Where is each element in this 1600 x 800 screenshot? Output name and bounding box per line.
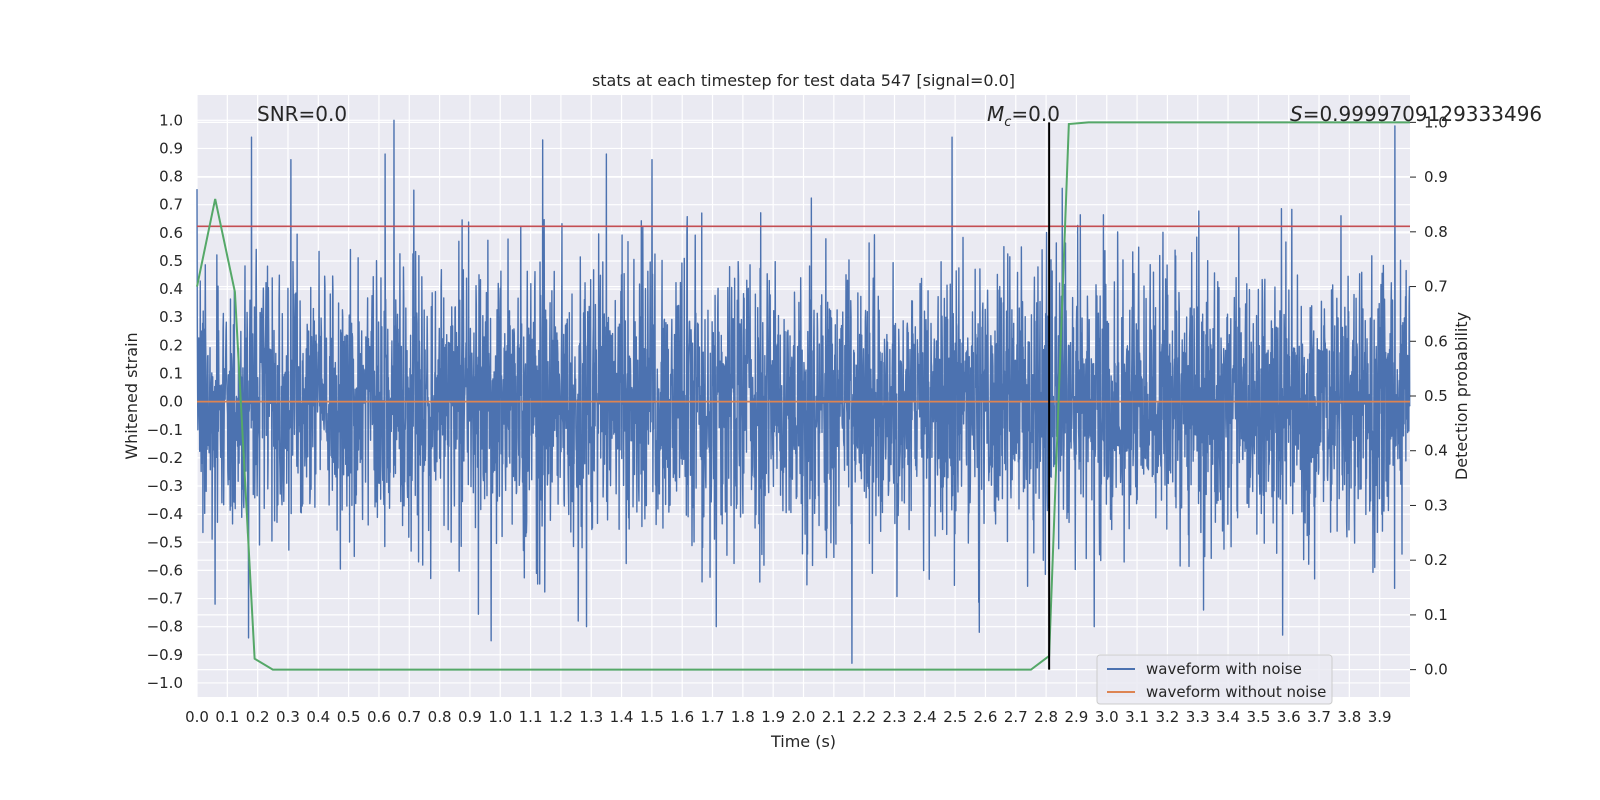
- s-value: =0.9999709129333496: [1303, 102, 1542, 126]
- y-tick-label: −0.4: [147, 505, 183, 523]
- y-tick-label: −0.3: [147, 477, 183, 495]
- x-tick-label: 2.8: [1034, 708, 1058, 726]
- x-tick-label: 0.5: [337, 708, 361, 726]
- y-tick-label: 0.3: [159, 308, 183, 326]
- x-tick-label: 0.9: [458, 708, 482, 726]
- x-tick-label: 2.2: [852, 708, 876, 726]
- y-tick-label: 0.1: [159, 364, 183, 382]
- chart-title: stats at each timestep for test data 547…: [592, 71, 1015, 90]
- x-tick-label: 1.5: [640, 708, 664, 726]
- y2-axis-label: Detection probability: [1452, 312, 1471, 480]
- y-tick-label: −0.9: [147, 646, 183, 664]
- y2-tick-label: 0.9: [1424, 168, 1448, 186]
- x-tick-label: 0.8: [428, 708, 452, 726]
- x-tick-label: 3.1: [1125, 708, 1149, 726]
- y-tick-label: 0.8: [159, 168, 183, 186]
- x-tick-label: 0.6: [367, 708, 391, 726]
- mc-subscript: c: [1004, 115, 1011, 130]
- y-tick-label: 0.5: [159, 252, 183, 270]
- x-tick-label: 3.3: [1186, 708, 1210, 726]
- y-tick-label: −0.2: [147, 449, 183, 467]
- x-tick-label: 3.5: [1246, 708, 1270, 726]
- x-tick-label: 1.4: [610, 708, 634, 726]
- noisy-waveform-line: [196, 119, 1411, 664]
- x-tick-label: 1.0: [488, 708, 512, 726]
- y2-tick-label: 1.0: [1424, 113, 1448, 131]
- mc-symbol: M: [987, 102, 1004, 126]
- y2-tick-label: 0.5: [1424, 387, 1448, 405]
- y-tick-label: 0.6: [159, 224, 183, 242]
- x-tick-label: 2.4: [913, 708, 937, 726]
- x-axis-label: Time (s): [770, 732, 836, 751]
- y-tick-label: 0.2: [159, 336, 183, 354]
- y-tick-label: 0.7: [159, 196, 183, 214]
- x-tick-label: 0.7: [397, 708, 421, 726]
- x-tick-label: 2.6: [974, 708, 998, 726]
- legend-entry-noisy: waveform with noise: [1146, 660, 1302, 678]
- legend-entry-clean: waveform without noise: [1146, 683, 1326, 701]
- mc-value: =0.0: [1011, 102, 1060, 126]
- y2-tick-label: 0.2: [1424, 551, 1448, 569]
- s-symbol: S: [1290, 102, 1303, 126]
- x-tick-label: 3.8: [1337, 708, 1361, 726]
- x-tick-label: 3.7: [1307, 708, 1331, 726]
- x-tick-label: 2.9: [1064, 708, 1088, 726]
- y2-tick-label: 0.6: [1424, 332, 1448, 350]
- snr-annotation: SNR=0.0: [257, 102, 347, 126]
- x-tick-label: 1.7: [701, 708, 725, 726]
- y2-tick-label: 0.8: [1424, 223, 1448, 241]
- x-tick-label: 2.1: [822, 708, 846, 726]
- x-tick-label: 3.0: [1095, 708, 1119, 726]
- y-tick-label: 0.0: [159, 393, 183, 411]
- line-series: [196, 121, 1410, 671]
- chirp-mass-annotation: Mc=0.0: [987, 102, 1060, 130]
- y2-tick-label: 0.3: [1424, 496, 1448, 514]
- y-tick-label: −1.0: [147, 674, 183, 692]
- y2-tick-label: 0.7: [1424, 278, 1448, 296]
- y2-tick-label: 0.1: [1424, 606, 1448, 624]
- x-tick-label: 3.2: [1155, 708, 1179, 726]
- y2-tick-label: 0.0: [1424, 661, 1448, 679]
- y-tick-label: −0.5: [147, 533, 183, 551]
- x-tick-label: 1.6: [670, 708, 694, 726]
- x-tick-label: 2.3: [883, 708, 907, 726]
- x-tick-label: 1.9: [761, 708, 785, 726]
- y-tick-label: 0.4: [159, 280, 183, 298]
- x-tick-label: 1.8: [731, 708, 755, 726]
- legend-box: [1096, 654, 1333, 705]
- x-tick-label: 2.5: [943, 708, 967, 726]
- detection-probability-line: [196, 121, 1410, 671]
- x-tick-label: 0.1: [215, 708, 239, 726]
- x-tick-label: 2.0: [792, 708, 816, 726]
- y-tick-label: −0.7: [147, 590, 183, 608]
- x-tick-label: 1.1: [519, 708, 543, 726]
- x-tick-label: 3.6: [1277, 708, 1301, 726]
- x-tick-label: 3.9: [1368, 708, 1392, 726]
- x-tick-label: 1.2: [549, 708, 573, 726]
- y-tick-label: −0.1: [147, 421, 183, 439]
- legend: waveform with noise waveform without noi…: [1096, 654, 1333, 705]
- y2-tick-label: 0.4: [1424, 442, 1448, 460]
- noisy-waveform-series: [196, 119, 1411, 664]
- y-axis-label: Whitened strain: [122, 332, 141, 459]
- x-tick-label: 0.2: [246, 708, 270, 726]
- ticks: 0.0 0.1 0.2 0.3 0.4 0.5 0.6 0.7 0.8 0.9 1.0 1.1 1.2 1…: [147, 111, 1448, 726]
- y-tick-label: 1.0: [159, 111, 183, 129]
- score-annotation: S=0.9999709129333496: [1290, 102, 1542, 126]
- x-tick-label: 1.3: [579, 708, 603, 726]
- y-tick-label: 0.9: [159, 139, 183, 157]
- x-tick-label: 2.7: [1004, 708, 1028, 726]
- y-tick-label: −0.6: [147, 561, 183, 579]
- x-tick-label: 3.4: [1216, 708, 1240, 726]
- x-tick-label: 0.3: [276, 708, 300, 726]
- y-tick-label: −0.8: [147, 618, 183, 636]
- x-tick-label: 0.4: [306, 708, 330, 726]
- x-tick-label: 0.0: [185, 708, 209, 726]
